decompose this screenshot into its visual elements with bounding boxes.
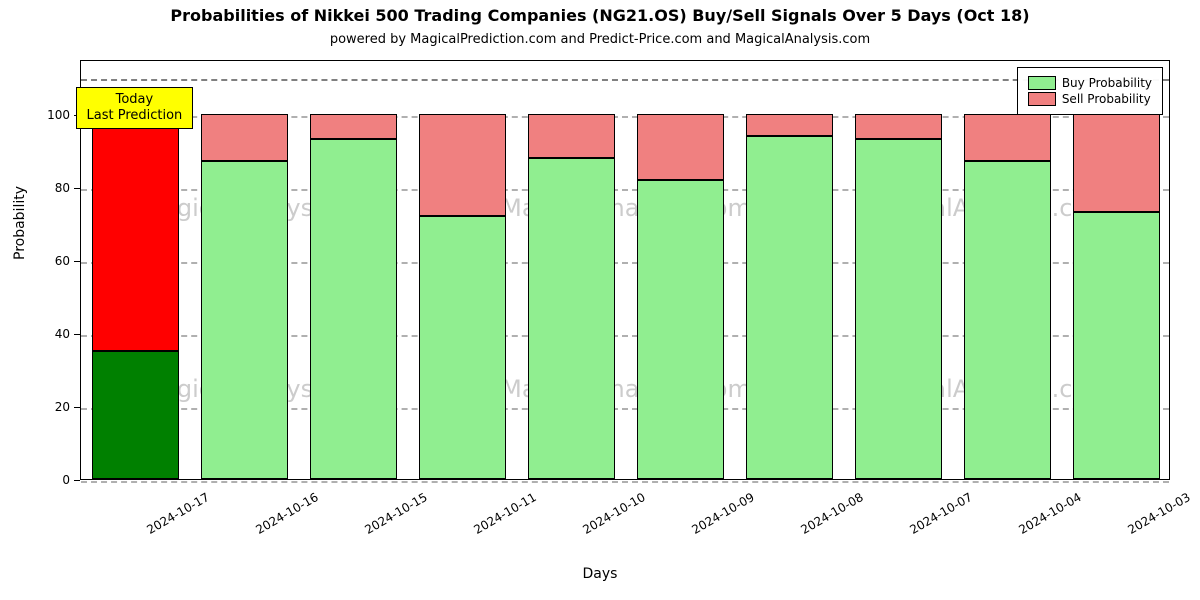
figure: Probabilities of Nikkei 500 Trading Comp…: [0, 0, 1200, 600]
x-tick: 2024-10-10: [580, 490, 647, 537]
bar-sell: [92, 114, 179, 351]
x-tick: 2024-10-11: [471, 490, 538, 537]
bar-buy: [201, 161, 288, 479]
bar-sell: [746, 114, 833, 136]
bar-buy: [528, 158, 615, 479]
bar-group: [855, 59, 942, 479]
bar-sell: [637, 114, 724, 180]
bar-buy: [92, 351, 179, 479]
annotation-line: Today: [87, 92, 183, 108]
bar-buy: [419, 216, 506, 479]
x-tick: 2024-10-16: [253, 490, 320, 537]
legend-item: Sell Probability: [1028, 92, 1152, 106]
bar-buy: [855, 139, 942, 479]
x-tick: 2024-10-15: [362, 490, 429, 537]
legend: Buy Probability Sell Probability: [1017, 67, 1163, 115]
chart-subtitle: powered by MagicalPrediction.com and Pre…: [0, 32, 1200, 47]
bar-sell: [201, 114, 288, 161]
bar-group: [637, 59, 724, 479]
bar-group: [1073, 59, 1160, 479]
y-tick: 80: [55, 181, 70, 195]
legend-item: Buy Probability: [1028, 76, 1152, 90]
bar-sell: [964, 114, 1051, 161]
bar-buy: [964, 161, 1051, 479]
y-tick: 0: [62, 473, 70, 487]
chart-title: Probabilities of Nikkei 500 Trading Comp…: [0, 6, 1200, 25]
bar-buy: [637, 180, 724, 479]
bar-group: [746, 59, 833, 479]
legend-swatch: [1028, 92, 1056, 106]
bar-sell: [855, 114, 942, 140]
x-tick: 2024-10-09: [689, 490, 756, 537]
x-tick: 2024-10-08: [798, 490, 865, 537]
y-axis-label: Probability: [12, 186, 28, 260]
plot-area: MagicalAnalysis.comMagicalAnalysis.comMa…: [80, 60, 1170, 480]
legend-label: Sell Probability: [1062, 92, 1151, 106]
legend-swatch: [1028, 76, 1056, 90]
y-tick: 40: [55, 327, 70, 341]
x-tick: 2024-10-17: [144, 490, 211, 537]
x-tick: 2024-10-03: [1125, 490, 1192, 537]
bar-buy: [746, 136, 833, 479]
y-tick: 60: [55, 254, 70, 268]
legend-label: Buy Probability: [1062, 76, 1152, 90]
x-tick: 2024-10-04: [1016, 490, 1083, 537]
bar-sell: [419, 114, 506, 216]
bar-sell: [310, 114, 397, 140]
y-tick: 100: [47, 108, 70, 122]
x-tick: 2024-10-07: [907, 490, 974, 537]
bar-group: [528, 59, 615, 479]
x-axis-label: Days: [0, 566, 1200, 582]
bar-sell: [1073, 114, 1160, 213]
bar-buy: [1073, 212, 1160, 479]
bar-group: [201, 59, 288, 479]
bar-group: [419, 59, 506, 479]
annotation-line: Last Prediction: [87, 108, 183, 124]
y-axis-ticks: 020406080100: [0, 60, 80, 480]
bars: [81, 61, 1169, 479]
bar-group: [310, 59, 397, 479]
bar-sell: [528, 114, 615, 158]
today-annotation: TodayLast Prediction: [76, 87, 194, 130]
bar-buy: [310, 139, 397, 479]
bar-group: [964, 59, 1051, 479]
y-tick: 20: [55, 400, 70, 414]
